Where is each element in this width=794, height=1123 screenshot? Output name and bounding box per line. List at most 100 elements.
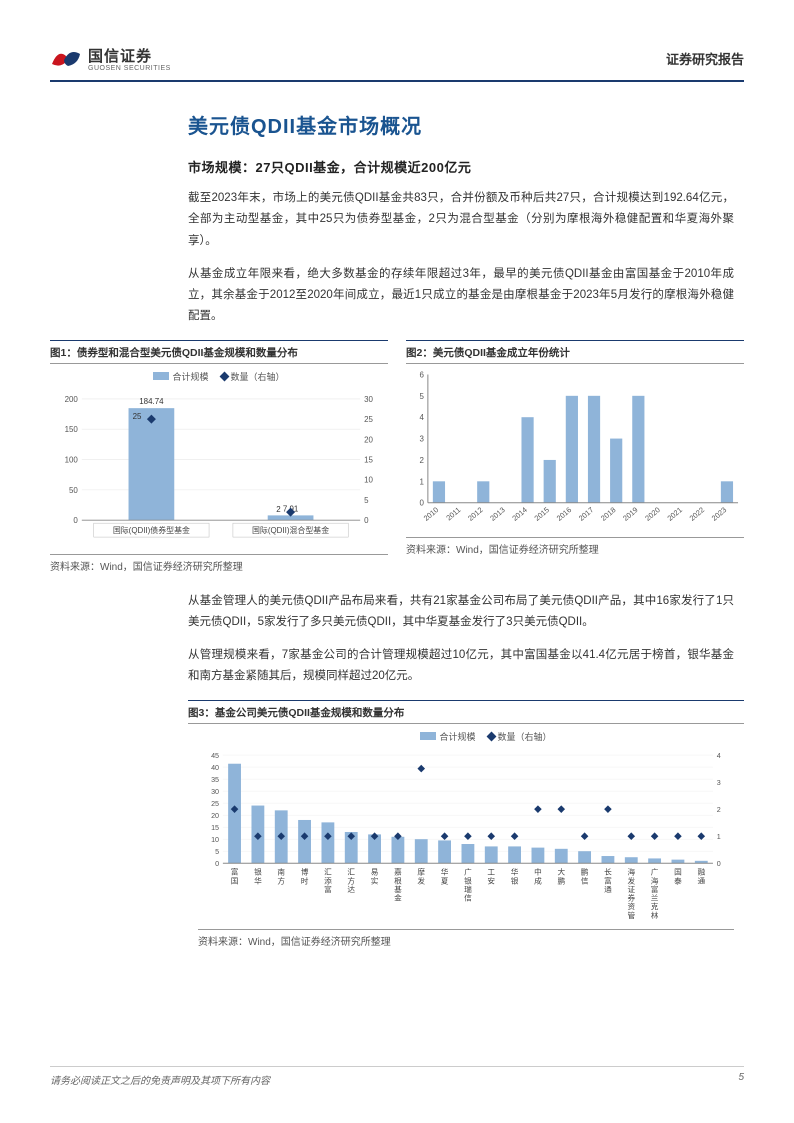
svg-text:20: 20 <box>211 812 219 820</box>
svg-text:方: 方 <box>347 875 355 885</box>
figure-2-title: 图2：美元债QDII基金成立年份统计 <box>406 340 744 364</box>
svg-text:2013: 2013 <box>488 505 506 523</box>
svg-text:夏: 夏 <box>441 876 449 885</box>
paragraph-1: 截至2023年末，市场上的美元债QDII基金共83只，合并份额及币种后共27只，… <box>188 188 734 252</box>
svg-text:2016: 2016 <box>555 505 573 523</box>
company-name-cn: 国信证券 <box>88 45 171 66</box>
svg-text:证: 证 <box>627 885 635 894</box>
svg-text:金: 金 <box>394 892 402 902</box>
svg-text:鹏: 鹏 <box>557 875 565 885</box>
svg-text:国: 国 <box>674 867 682 876</box>
svg-text:海: 海 <box>651 875 659 885</box>
figure-3-source: 资料来源：Wind，国信证券经济研究所整理 <box>198 929 734 948</box>
figure-2-source: 资料来源：Wind，国信证券经济研究所整理 <box>406 537 744 556</box>
svg-text:25: 25 <box>133 412 142 421</box>
company-name-en: GUOSEN SECURITIES <box>88 65 171 72</box>
svg-text:融: 融 <box>697 866 705 876</box>
svg-text:0: 0 <box>419 498 424 507</box>
svg-text:10: 10 <box>364 475 373 484</box>
svg-text:基: 基 <box>394 884 402 894</box>
document-type: 证券研究报告 <box>666 49 744 68</box>
svg-text:根: 根 <box>394 875 402 885</box>
section-subtitle: 市场规模：27只QDII基金，合计规模近200亿元 <box>188 157 734 176</box>
svg-text:信: 信 <box>581 875 589 885</box>
svg-text:兰: 兰 <box>651 892 659 902</box>
svg-text:汇: 汇 <box>324 867 332 876</box>
svg-text:1: 1 <box>419 477 424 486</box>
svg-text:0: 0 <box>73 516 78 525</box>
svg-text:瑞: 瑞 <box>464 884 472 894</box>
svg-text:通: 通 <box>697 875 705 885</box>
figure-2: 图2：美元债QDII基金成立年份统计 012345620102011201220… <box>406 340 744 573</box>
svg-text:10: 10 <box>211 836 219 844</box>
figure-1-title: 图1：债券型和混合型美元债QDII基金规模和数量分布 <box>50 340 388 364</box>
paragraph-4: 从管理规模来看，7家基金公司的合计管理规模超过10亿元，其中富国基金以41.4亿… <box>188 645 734 688</box>
svg-text:实: 实 <box>371 875 379 885</box>
svg-text:华: 华 <box>511 866 519 876</box>
svg-text:华: 华 <box>441 866 449 876</box>
svg-text:添: 添 <box>324 876 332 885</box>
svg-text:6: 6 <box>419 370 424 379</box>
svg-text:2: 2 <box>276 505 281 514</box>
svg-text:银: 银 <box>464 875 472 885</box>
svg-text:大: 大 <box>557 866 565 876</box>
svg-text:富: 富 <box>231 866 239 876</box>
logo-icon <box>50 44 82 72</box>
svg-text:2010: 2010 <box>422 505 440 523</box>
svg-text:2: 2 <box>419 456 424 465</box>
chart-1-svg: 050100150200051015202530184.7425国际(QDII)… <box>50 385 388 550</box>
svg-text:时: 时 <box>301 875 309 885</box>
svg-text:中: 中 <box>534 866 542 876</box>
svg-text:券: 券 <box>627 892 635 902</box>
svg-text:博: 博 <box>301 866 309 876</box>
svg-text:信: 信 <box>464 892 472 902</box>
svg-text:0: 0 <box>364 516 369 525</box>
svg-text:1: 1 <box>717 833 721 841</box>
svg-text:国际(QDII)债券型基金: 国际(QDII)债券型基金 <box>113 525 190 535</box>
svg-text:0: 0 <box>717 860 721 868</box>
page-number: 5 <box>738 1072 744 1087</box>
svg-text:2017: 2017 <box>577 505 595 523</box>
page-footer: 请务必阅读正文之后的免责声明及其项下所有内容 5 <box>50 1066 744 1087</box>
svg-text:100: 100 <box>65 455 79 464</box>
svg-text:40: 40 <box>211 764 219 772</box>
figure-1: 图1：债券型和混合型美元债QDII基金规模和数量分布 合计规模 数量（右轴） 0… <box>50 340 388 573</box>
svg-text:25: 25 <box>364 415 373 424</box>
svg-text:方: 方 <box>277 875 285 885</box>
svg-text:通: 通 <box>604 884 612 894</box>
svg-text:泰: 泰 <box>674 875 682 885</box>
svg-text:20: 20 <box>364 435 373 444</box>
svg-text:2021: 2021 <box>665 505 683 523</box>
svg-text:成: 成 <box>534 875 542 885</box>
svg-text:发: 发 <box>417 875 425 885</box>
svg-text:3: 3 <box>419 434 424 443</box>
svg-text:184.74: 184.74 <box>139 397 164 406</box>
svg-text:2012: 2012 <box>466 505 484 523</box>
chart-3-svg: 05101520253035404501234富国银华南方博时汇添富汇方达易实嘉… <box>198 745 734 925</box>
svg-text:2019: 2019 <box>621 505 639 523</box>
svg-text:易: 易 <box>371 867 379 876</box>
svg-text:4: 4 <box>717 752 721 760</box>
svg-text:广: 广 <box>651 866 659 876</box>
svg-text:长: 长 <box>604 866 612 876</box>
svg-text:鹏: 鹏 <box>581 866 589 876</box>
logo: 国信证券 GUOSEN SECURITIES <box>50 44 171 72</box>
svg-text:2020: 2020 <box>643 505 661 523</box>
svg-text:2022: 2022 <box>688 505 706 523</box>
svg-text:30: 30 <box>364 394 373 403</box>
svg-text:安: 安 <box>487 875 495 885</box>
svg-text:30: 30 <box>211 788 219 796</box>
paragraph-2: 从基金成立年限来看，绝大多数基金的存续年限超过3年，最早的美元债QDII基金由富… <box>188 264 734 328</box>
svg-text:嘉: 嘉 <box>394 866 402 876</box>
svg-text:海: 海 <box>627 866 635 876</box>
svg-text:南: 南 <box>277 866 285 876</box>
svg-text:摩: 摩 <box>417 866 425 876</box>
footer-disclaimer: 请务必阅读正文之后的免责声明及其项下所有内容 <box>50 1072 270 1087</box>
svg-text:2011: 2011 <box>444 505 462 522</box>
svg-text:35: 35 <box>211 776 219 784</box>
svg-text:管: 管 <box>627 909 635 919</box>
svg-text:资: 资 <box>627 901 635 911</box>
svg-text:工: 工 <box>487 867 495 876</box>
svg-text:银: 银 <box>511 875 519 885</box>
chart-2-svg: 0123456201020112012201320142015201620172… <box>406 368 744 533</box>
